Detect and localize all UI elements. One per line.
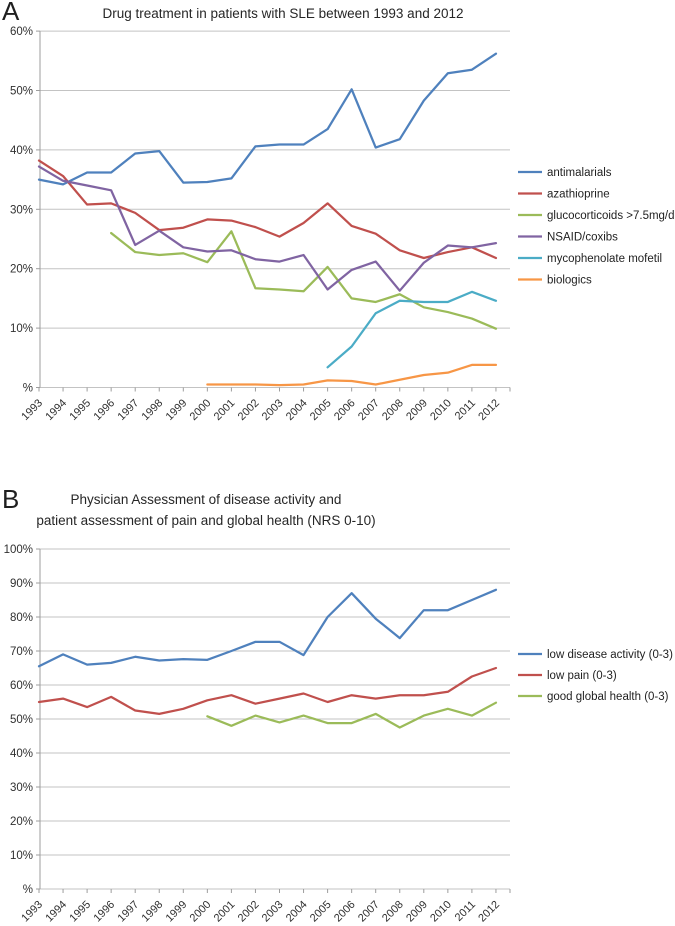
x-tick-label: 1993 <box>19 397 45 423</box>
x-tick-label: 2007 <box>356 397 382 423</box>
x-tick-label: 2009 <box>404 899 430 925</box>
x-tick-label: 2009 <box>404 397 430 423</box>
x-tick-label: 2010 <box>428 397 454 423</box>
chart-b-title-line2: patient assessment of pain and global he… <box>36 513 376 528</box>
x-tick-label: 2006 <box>332 397 358 423</box>
y-tick-label: 50% <box>10 714 33 726</box>
x-tick-label: 2008 <box>380 397 406 423</box>
x-tick-label: 2005 <box>308 899 334 925</box>
x-tick-label: 2001 <box>212 899 238 925</box>
x-tick-label: 2012 <box>476 397 502 423</box>
y-tick-label: 30% <box>10 782 33 794</box>
panel-b-label: B <box>2 484 20 514</box>
x-tick-label: 2001 <box>212 397 238 423</box>
x-tick-label: 2010 <box>428 899 454 925</box>
x-tick-label: 1994 <box>43 397 69 423</box>
y-tick-label: 10% <box>10 323 33 335</box>
legend-label-mycophenolate-mofetil: mycophenolate mofetil <box>547 253 662 265</box>
x-tick-label: 2011 <box>453 899 478 924</box>
y-tick-label: 60% <box>10 26 33 38</box>
y-tick-label: 70% <box>10 646 33 658</box>
y-tick-label: 50% <box>10 86 33 98</box>
series-line-good-global-health-0-3 <box>206 701 498 729</box>
x-tick-label: 2011 <box>453 397 478 422</box>
x-tick-label: 1996 <box>91 899 117 925</box>
y-tick-label: 90% <box>10 578 33 590</box>
legend-label-good-global-health-0-3: good global health (0-3) <box>547 691 669 703</box>
x-tick-label: 1997 <box>116 899 142 925</box>
x-tick-label: 1999 <box>164 397 190 423</box>
series-line-antimalarials <box>37 52 498 186</box>
x-tick-label: 2004 <box>284 899 310 925</box>
series-line-low-pain-0-3 <box>37 666 498 716</box>
x-tick-label: 2007 <box>356 899 382 925</box>
x-tick-label: 2000 <box>188 899 214 925</box>
x-tick-label: 1999 <box>164 899 190 925</box>
x-tick-label: 1998 <box>140 397 166 423</box>
chart-b-title-line1: Physician Assessment of disease activity… <box>70 492 342 507</box>
x-tick-label: 1995 <box>67 899 93 925</box>
series-line-glucocorticoids-7-5mg-d <box>110 230 498 330</box>
x-tick-label: 2002 <box>236 397 262 423</box>
y-tick-label: % <box>23 884 33 896</box>
x-tick-label: 2005 <box>308 397 334 423</box>
x-tick-label: 1995 <box>67 397 93 423</box>
y-tick-label: % <box>23 383 33 395</box>
x-tick-label: 1997 <box>116 397 142 423</box>
series-line-low-disease-activity-0-3 <box>37 588 498 668</box>
panel-a-label: A <box>2 0 20 26</box>
x-tick-label: 2008 <box>380 899 406 925</box>
series-line-azathioprine <box>37 159 498 260</box>
x-tick-label: 2006 <box>332 899 358 925</box>
x-tick-label: 1998 <box>140 899 166 925</box>
series-line-nsaid-coxibs <box>37 165 498 292</box>
x-tick-label: 2000 <box>188 397 214 423</box>
x-tick-label: 2003 <box>260 899 286 925</box>
y-tick-label: 40% <box>10 145 33 157</box>
chart-a-plot: %10%20%30%40%50%60%199319941995199619971… <box>10 26 675 423</box>
x-tick-label: 2002 <box>236 899 262 925</box>
y-tick-label: 20% <box>10 816 33 828</box>
legend-label-antimalarials: antimalarials <box>547 167 612 179</box>
x-tick-label: 1996 <box>91 397 117 423</box>
y-tick-label: 30% <box>10 204 33 216</box>
x-tick-label: 1994 <box>43 899 69 925</box>
series-line-biologics <box>206 363 498 387</box>
legend-label-biologics: biologics <box>547 275 592 287</box>
legend-label-glucocorticoids-7-5mg-d: glucocorticoids >7.5mg/d <box>547 210 675 222</box>
x-tick-label: 2003 <box>260 397 286 423</box>
legend-label-low-disease-activity-0-3: low disease activity (0-3) <box>547 649 673 661</box>
x-tick-label: 2004 <box>284 397 310 423</box>
x-tick-label: 2012 <box>476 899 502 925</box>
y-tick-label: 20% <box>10 264 33 276</box>
series-line-mycophenolate-mofetil <box>326 290 498 369</box>
y-tick-label: 10% <box>10 850 33 862</box>
legend-label-azathioprine: azathioprine <box>547 189 610 201</box>
legend-label-low-pain-0-3: low pain (0-3) <box>547 670 617 682</box>
chart-b-plot: % 10% 20% 30% 40% 50% 60% 70% 80% 90% 100% 19931994… <box>4 544 673 925</box>
x-tick-label: 1993 <box>19 899 45 925</box>
legend-label-nsaid-coxibs: NSAID/coxibs <box>547 232 618 244</box>
chart-a-title: Drug treatment in patients with SLE betw… <box>102 6 464 21</box>
y-tick-label: 100% <box>4 544 33 556</box>
y-tick-label: 80% <box>10 612 33 624</box>
y-tick-label: 40% <box>10 748 33 760</box>
y-tick-label: 60% <box>10 680 33 692</box>
